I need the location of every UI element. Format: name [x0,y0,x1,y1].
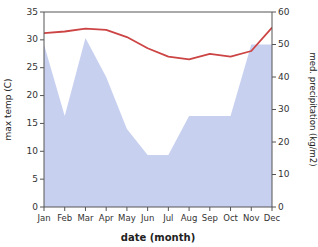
y-tick-label: 20 [27,90,39,100]
x-tick-label: Mar [77,213,94,223]
x-tick-label: Sep [202,213,218,223]
y-tick-label: 30 [27,34,39,44]
x-tick [44,207,45,211]
y-tick [40,207,44,208]
y2-tick [272,174,276,175]
y2-tick-label: 30 [278,104,290,114]
x-tick [147,207,148,211]
x-axis-line [44,207,272,208]
x-tick [251,207,252,211]
y2-tick [272,44,276,45]
x-tick [230,207,231,211]
x-tick [272,207,273,211]
x-tick [106,207,107,211]
x-tick [168,207,169,211]
x-tick [209,207,210,211]
x-tick-label: Dec [264,213,281,223]
y2-tick [272,109,276,110]
x-tick-label: Jul [162,213,173,223]
x-tick-label: Feb [57,213,72,223]
y2-axis-label: med. precipitation (kg/m2) [308,52,318,166]
y-tick [40,179,44,180]
x-tick-label: Oct [223,213,238,223]
y-tick-label: 25 [27,62,38,72]
y-axis-line [44,12,45,207]
y-tick [40,12,44,13]
y2-tick [272,207,276,208]
y-tick-label: 0 [32,202,38,212]
top-frame-line [44,12,272,13]
x-tick-label: Apr [99,213,114,223]
y-tick-label: 15 [27,118,38,128]
y2-tick-label: 0 [278,202,284,212]
y2-tick [272,77,276,78]
x-tick [85,207,86,211]
x-tick-label: Jun [140,213,154,223]
y2-tick-label: 20 [278,137,290,147]
y-tick [40,39,44,40]
y-axis-label: max temp (C) [3,78,13,140]
x-tick-label: Nov [243,213,260,223]
x-axis-label: date (month) [121,232,195,243]
y-tick [40,95,44,96]
x-tick [189,207,190,211]
y-tick [40,151,44,152]
y2-tick-label: 10 [278,169,290,179]
y-tick [40,123,44,124]
temp-line [44,28,272,60]
precip-area [44,38,272,207]
y2-tick-label: 50 [278,39,290,49]
y-tick-label: 5 [32,174,38,184]
y-tick-label: 10 [27,146,39,156]
plot-area [44,28,272,207]
chart: 0 5 10 15 20 25 30 35 0 10 20 30 40 50 60 Jan Feb Mar Apr M… [0,0,318,247]
x-tick [64,207,65,211]
x-tick [126,207,127,211]
y2-tick-label: 60 [278,7,290,17]
y2-tick [272,142,276,143]
y2-tick-label: 40 [278,72,290,82]
y-tick-label: 35 [27,7,38,17]
x-tick-label: Jan [36,213,50,223]
x-tick-label: Aug [181,213,198,223]
y2-tick [272,12,276,13]
x-tick-label: May [118,213,136,223]
y-tick [40,67,44,68]
